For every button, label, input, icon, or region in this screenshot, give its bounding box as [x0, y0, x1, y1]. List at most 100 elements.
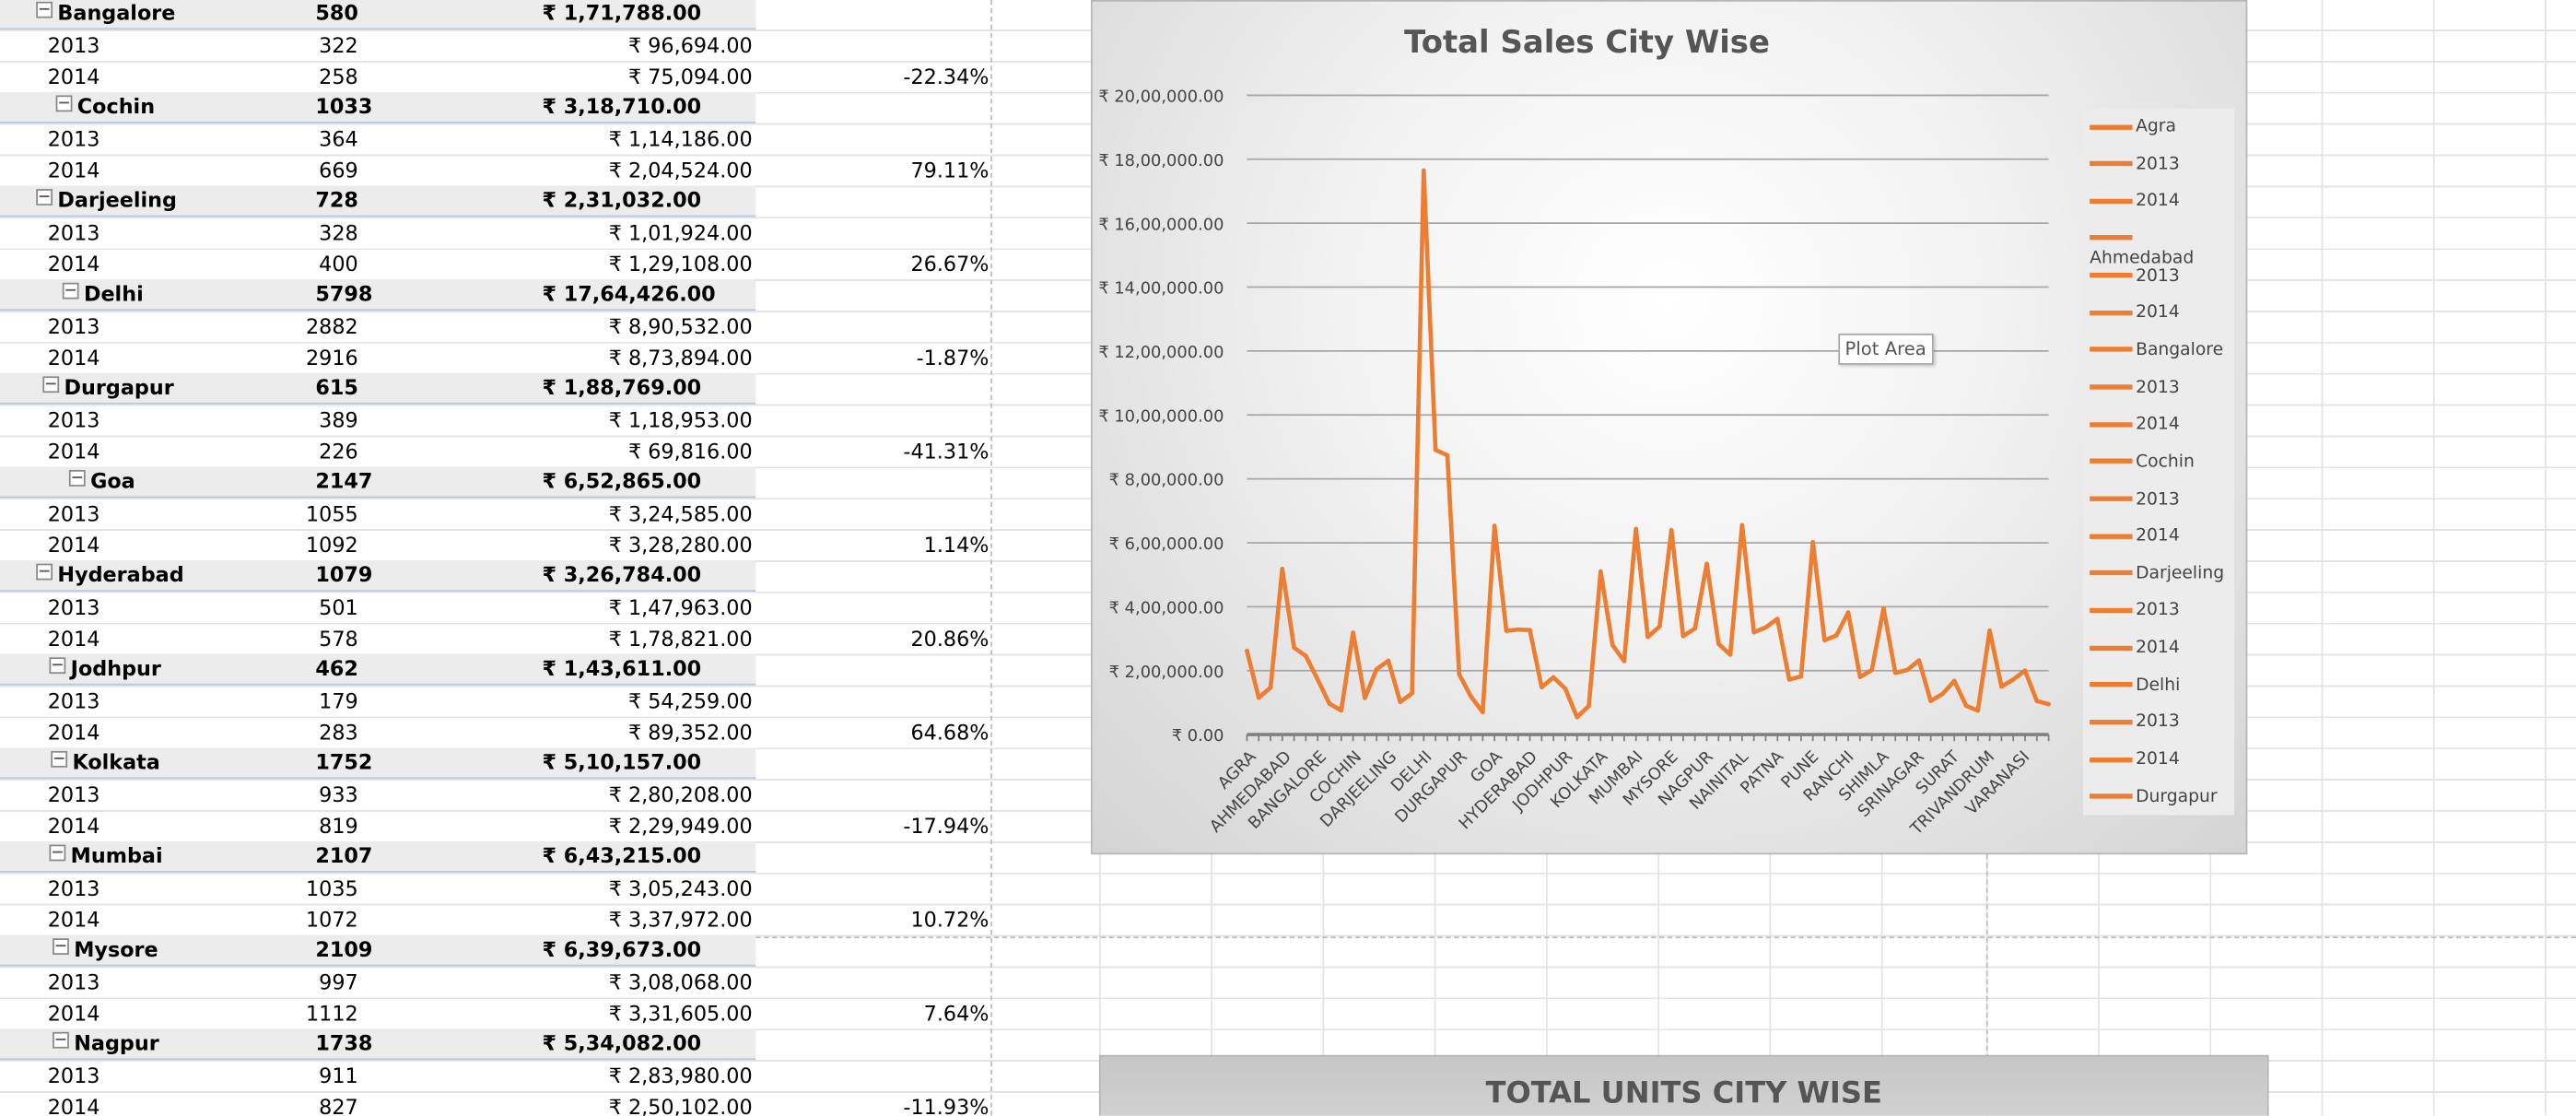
percent-change-cell[interactable]: 10.72% — [910, 907, 989, 933]
city-name[interactable]: Hyderabad — [36, 560, 184, 590]
legend-entry[interactable]: Bangalore — [2090, 340, 2223, 359]
pivot-city-row[interactable]: Jodhpur 462 ₹ 1,43,611.00 — [0, 653, 756, 686]
data-point — [1598, 569, 1603, 574]
units-value: 5798 — [315, 280, 373, 306]
percent-change-cell[interactable]: 79.11% — [910, 158, 989, 182]
city-name[interactable]: Durgapur — [42, 373, 174, 403]
legend-entry[interactable]: 2013 — [2090, 601, 2180, 620]
legend-entry[interactable]: 2013 — [2090, 377, 2180, 397]
collapse-icon[interactable] — [51, 750, 68, 768]
legend-entry[interactable]: 2014 — [2090, 638, 2180, 657]
legend-entry[interactable]: 2013 — [2090, 154, 2180, 173]
pivot-year-row[interactable]: 2014 1072 ₹ 3,37,972.00 — [0, 904, 755, 935]
pivot-city-row[interactable]: Bangalore 580 ₹ 1,71,788.00 — [0, 0, 756, 30]
pivot-year-row[interactable]: 2014 283 ₹ 89,352.00 — [0, 716, 755, 747]
pivot-year-row[interactable]: 2014 1092 ₹ 3,28,280.00 — [0, 529, 755, 560]
pivot-year-row[interactable]: 2014 578 ₹ 1,78,821.00 — [0, 623, 755, 654]
pivot-year-row[interactable]: 2014 1112 ₹ 3,31,605.00 — [0, 997, 755, 1028]
percent-change-cell[interactable]: 26.67% — [910, 251, 989, 276]
pivot-city-row[interactable]: Nagpur 1738 ₹ 5,34,082.00 — [0, 1028, 756, 1061]
collapse-icon[interactable] — [49, 844, 66, 862]
pivot-year-row[interactable]: 2013 2882 ₹ 8,90,532.00 — [0, 311, 755, 342]
chart-legend[interactable]: Agra 2013 2014 Ahmedabad 2013 2014 Bangalore 20… — [2083, 108, 2235, 816]
pivot-year-row[interactable]: 2014 819 ₹ 2,29,949.00 — [0, 810, 755, 841]
pivot-year-row[interactable]: 2013 389 ₹ 1,18,953.00 — [0, 405, 755, 436]
pivot-city-row[interactable]: Durgapur 615 ₹ 1,88,769.00 — [0, 372, 756, 405]
total-sales-chart[interactable]: Total Sales City Wise ₹ 0.00 ₹ 2,00,000.0… — [1091, 0, 2249, 856]
pivot-year-row[interactable]: 2013 322 ₹ 96,694.00 — [0, 29, 755, 61]
collapse-icon[interactable] — [53, 1031, 69, 1049]
pivot-city-row[interactable]: Darjeeling 728 ₹ 2,31,032.00 — [0, 185, 756, 217]
pivot-city-row[interactable]: Kolkata 1752 ₹ 5,10,157.00 — [0, 747, 756, 780]
pivot-year-row[interactable]: 2013 1055 ₹ 3,24,585.00 — [0, 498, 755, 529]
pivot-year-row[interactable]: 2013 1035 ₹ 3,05,243.00 — [0, 873, 755, 904]
legend-entry[interactable]: 2013 — [2090, 265, 2180, 286]
pivot-year-row[interactable]: 2014 226 ₹ 69,816.00 — [0, 436, 755, 467]
city-name[interactable]: Jodhpur — [49, 654, 161, 684]
pivot-year-row[interactable]: 2014 400 ₹ 1,29,108.00 — [0, 248, 755, 279]
percent-change-cell[interactable]: 20.86% — [910, 626, 989, 652]
collapse-icon[interactable] — [55, 95, 73, 112]
legend-entry[interactable]: 2014 — [2090, 191, 2180, 211]
pivot-city-row[interactable]: Cochin 1033 ₹ 3,18,710.00 — [0, 91, 756, 123]
legend-entry[interactable]: Agra — [2090, 117, 2176, 136]
city-name[interactable]: Delhi — [62, 279, 144, 309]
city-name[interactable]: Cochin — [55, 92, 155, 122]
city-name[interactable]: Bangalore — [36, 0, 175, 28]
legend-entry[interactable]: Cochin — [2090, 452, 2195, 471]
pivot-city-row[interactable]: Mysore 2109 ₹ 6,39,673.00 — [0, 934, 756, 967]
percent-change-cell[interactable]: -22.34% — [903, 64, 989, 89]
pivot-year-row[interactable]: 2013 179 ₹ 54,259.00 — [0, 686, 755, 717]
pivot-year-row[interactable]: 2013 933 ₹ 2,80,208.00 — [0, 779, 755, 810]
pivot-year-row[interactable]: 2013 997 ₹ 3,08,068.00 — [0, 966, 755, 997]
legend-entry[interactable]: Darjeeling — [2090, 563, 2224, 583]
legend-entry[interactable]: 2014 — [2090, 749, 2180, 769]
pivot-city-row[interactable]: Goa 2147 ₹ 6,52,865.00 — [0, 466, 756, 499]
legend-entry[interactable]: 2013 — [2090, 488, 2180, 509]
legend-entry[interactable]: 2014 — [2090, 415, 2180, 434]
percent-change-cell[interactable]: -11.93% — [903, 1094, 989, 1116]
pivot-year-row[interactable]: 2014 2916 ₹ 8,73,894.00 — [0, 342, 755, 373]
percent-change-cell[interactable]: 64.68% — [910, 720, 989, 745]
legend-entry[interactable]: Delhi — [2090, 675, 2180, 695]
total-units-chart[interactable]: TOTAL UNITS CITY WISE — [1098, 1054, 2269, 1116]
city-name[interactable]: Mumbai — [49, 841, 163, 871]
percent-change-cell[interactable]: -1.87% — [916, 345, 989, 370]
legend-entry[interactable]: 2013 — [2090, 712, 2180, 732]
city-name[interactable]: Nagpur — [53, 1028, 159, 1058]
collapse-icon[interactable] — [53, 938, 69, 956]
pivot-year-row[interactable]: 2013 328 ₹ 1,01,924.00 — [0, 217, 755, 248]
year-label: 2013 — [47, 500, 100, 526]
legend-entry[interactable]: Ahmedabad — [2090, 229, 2234, 268]
chart-plot[interactable]: ₹ 0.00 ₹ 2,00,000.00 ₹ 4,00,000.00 ₹ 6,00,0… — [1093, 2, 2249, 856]
collapse-icon[interactable] — [36, 563, 53, 581]
data-point — [1256, 695, 1261, 700]
city-name[interactable]: Kolkata — [51, 747, 160, 777]
legend-entry[interactable]: 2014 — [2090, 526, 2180, 546]
legend-entry[interactable]: 2014 — [2090, 303, 2180, 323]
legend-entry[interactable]: Durgapur — [2090, 787, 2218, 806]
pivot-city-row[interactable]: Delhi 5798 ₹ 17,64,426.00 — [0, 279, 756, 311]
data-point — [1904, 667, 1910, 673]
collapse-icon[interactable] — [42, 376, 60, 394]
pivot-year-row[interactable]: 2014 669 ₹ 2,04,524.00 — [0, 155, 755, 186]
pivot-city-row[interactable]: Mumbai 2107 ₹ 6,43,215.00 — [0, 840, 756, 873]
percent-change-cell[interactable]: 7.64% — [923, 1000, 989, 1026]
percent-change-cell[interactable]: -41.31% — [903, 439, 989, 464]
pivot-year-row[interactable]: 2013 364 ₹ 1,14,186.00 — [0, 123, 755, 155]
collapse-icon[interactable] — [62, 282, 79, 300]
collapse-icon[interactable] — [36, 1, 53, 18]
collapse-icon[interactable] — [49, 657, 66, 675]
collapse-icon[interactable] — [36, 189, 53, 206]
percent-change-cell[interactable]: 1.14% — [923, 532, 989, 558]
pivot-year-row[interactable]: 2014 827 ₹ 2,50,102.00 — [0, 1091, 755, 1116]
pivot-year-row[interactable]: 2013 911 ₹ 2,83,980.00 — [0, 1060, 755, 1091]
collapse-icon[interactable] — [68, 469, 86, 487]
city-name[interactable]: Goa — [68, 466, 135, 496]
city-name[interactable]: Mysore — [53, 935, 158, 965]
pivot-year-row[interactable]: 2013 501 ₹ 1,47,963.00 — [0, 592, 755, 623]
city-name[interactable]: Darjeeling — [36, 185, 177, 215]
pivot-city-row[interactable]: Hyderabad 1079 ₹ 3,26,784.00 — [0, 560, 756, 592]
percent-change-cell[interactable]: -17.94% — [903, 813, 989, 839]
pivot-year-row[interactable]: 2014 258 ₹ 75,094.00 — [0, 61, 755, 92]
